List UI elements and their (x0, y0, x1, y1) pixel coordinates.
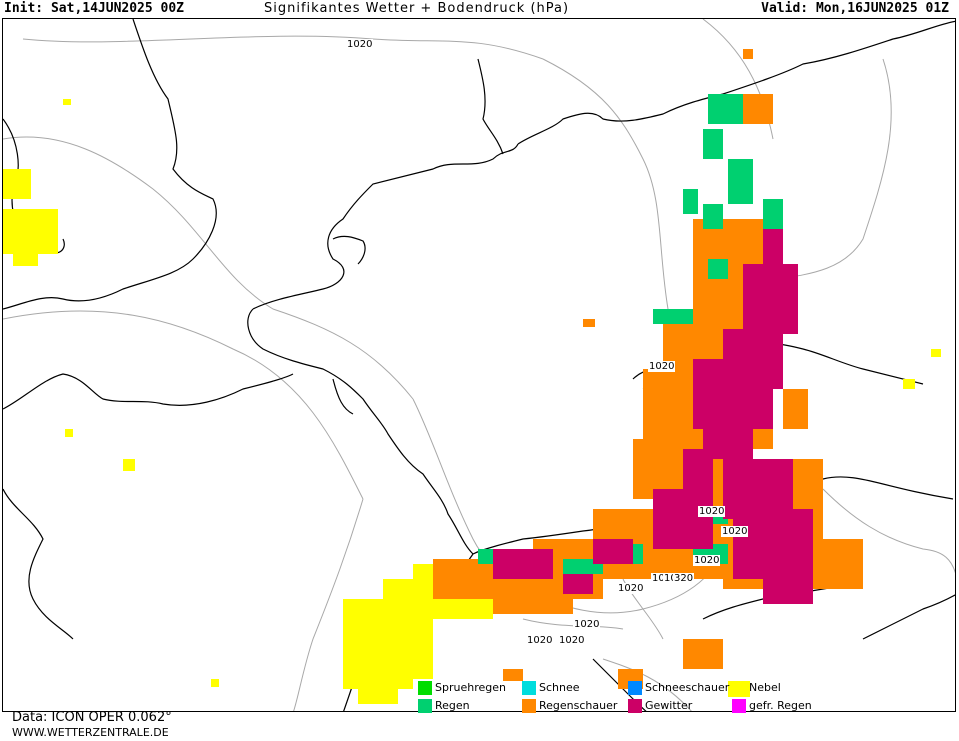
legend-swatch (628, 681, 642, 695)
legend-label: Schnee (539, 681, 580, 694)
isobar-label: 1020 (558, 635, 586, 646)
isobar-label: 1020 (617, 583, 645, 594)
legend-label: Regenschauer (539, 699, 618, 712)
legend-item-schneeschauer: Schneeschauer (628, 680, 729, 696)
legend-swatch (418, 699, 432, 713)
legend-item-nebel: Nebel (732, 680, 781, 696)
map-canvas (3, 19, 955, 711)
weather-map: 1020 1020 1020 1020 1020 1020 1020 1020 … (2, 18, 956, 712)
site-url: WWW.WETTERZENTRALE.DE (12, 726, 169, 739)
isobar-label: 1020 (573, 619, 601, 630)
legend-swatch (628, 699, 642, 713)
isobar-label: 1020 (346, 39, 374, 50)
isobar-label: 1020 (648, 361, 676, 372)
legend-item-regenschauer: Regenschauer (522, 698, 617, 714)
legend-label: Spruehregen (435, 681, 506, 694)
thunderstorm-areas (493, 229, 813, 604)
isobar-label: 1020 (526, 635, 554, 646)
legend-item-regen: Regen (418, 698, 470, 714)
legend-swatch (522, 699, 536, 713)
valid-time: Valid: Mon,16JUN2025 01Z (761, 1, 949, 16)
legend-label: Nebel (749, 681, 781, 694)
isobar-label: 1020 (698, 506, 726, 517)
legend-item-schnee: Schnee (522, 680, 580, 696)
legend-swatch (522, 681, 536, 695)
init-time: Init: Sat,14JUN2025 00Z (4, 1, 185, 16)
isobar-label: 1020 (693, 555, 721, 566)
data-source: Data: ICON OPER 0.062° (12, 710, 172, 725)
legend-item-spruehregen: Spruehregen (418, 680, 506, 696)
legend-swatch (732, 681, 746, 695)
legend: Spruehregen Regen Schnee Regenschauer Sc… (418, 680, 838, 716)
legend-swatch (418, 681, 432, 695)
legend-label: Schneeschauer (645, 681, 730, 694)
legend-item-gefr-regen: gefr. Regen (732, 698, 812, 714)
map-title: Signifikantes Wetter + Bodendruck (hPa) (264, 1, 570, 16)
isobar-label: 320 (673, 573, 695, 584)
legend-label: Gewitter (645, 699, 693, 712)
legend-label: gefr. Regen (749, 699, 812, 712)
isobar-label: 1020 (721, 526, 749, 537)
legend-swatch (732, 699, 746, 713)
legend-item-gewitter: Gewitter (628, 698, 692, 714)
legend-label: Regen (435, 699, 470, 712)
